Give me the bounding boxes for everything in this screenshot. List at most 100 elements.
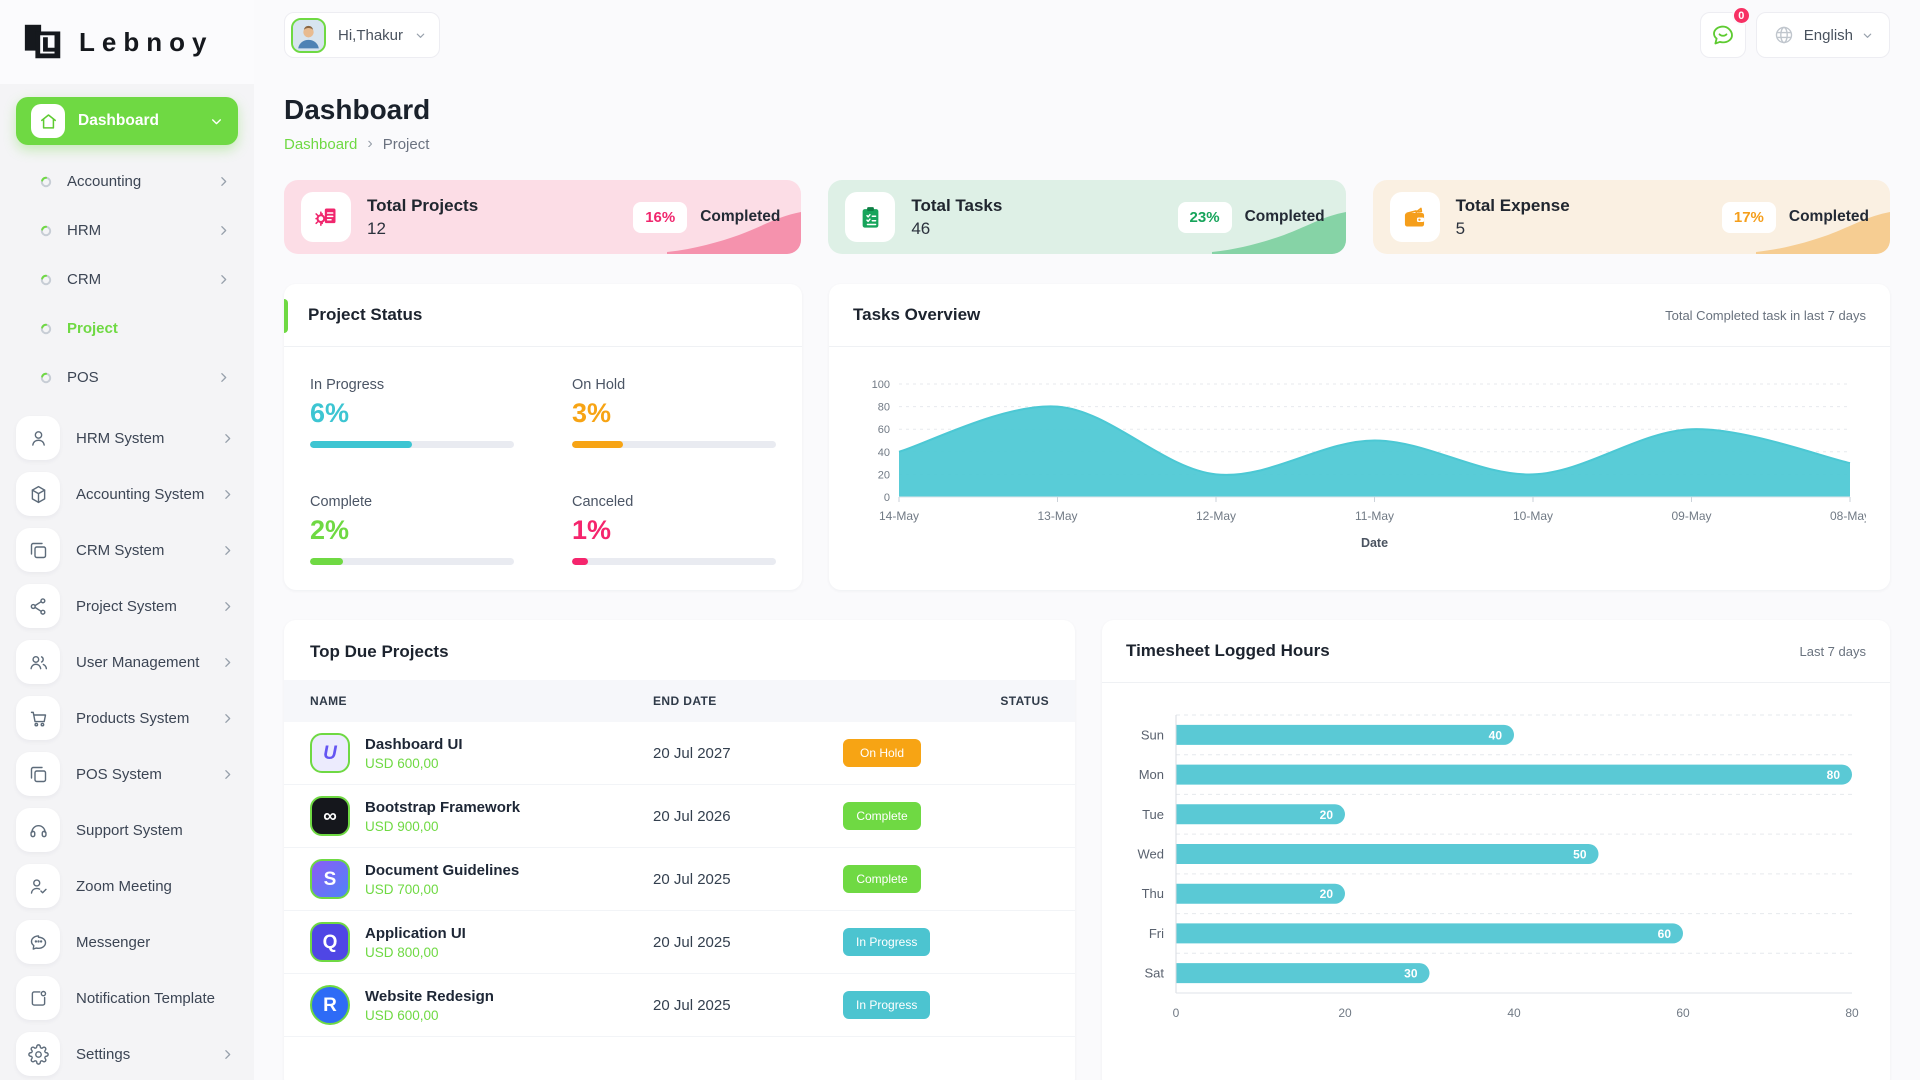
tasks-overview-header: Tasks Overview Total Completed task in l…: [829, 284, 1890, 347]
sidebar-subitem-label: HRM: [67, 222, 102, 239]
project-avatar: ∞: [310, 796, 350, 836]
chevron-down-icon: [415, 30, 426, 41]
stat-card-value: 12: [367, 218, 386, 238]
project-avatar: R: [310, 985, 350, 1025]
sidebar-item-settings[interactable]: Settings: [0, 1026, 254, 1080]
svg-text:10-May: 10-May: [1513, 509, 1553, 523]
status-metric-value: 3%: [572, 398, 612, 428]
main-content: Hi,Thakur 0 English: [254, 0, 1920, 1080]
sidebar-subitem-project[interactable]: Project: [0, 304, 254, 353]
sidebar-item-label: Messenger: [76, 933, 151, 951]
column-header-status: STATUS: [1000, 694, 1049, 708]
svg-text:09-May: 09-May: [1671, 509, 1711, 523]
projects-icon: [301, 192, 351, 242]
table-row-bootstrap-framework[interactable]: ∞ Bootstrap Framework USD 900,00 20 Jul 202…: [284, 785, 1075, 848]
sidebar-item-label: Notification Template: [76, 989, 215, 1007]
status-metric-value: 6%: [310, 398, 350, 428]
project-name: Dashboard UI: [365, 735, 463, 753]
table-row-dashboard-ui[interactable]: U Dashboard UI USD 600,00 20 Jul 2027 On Hol…: [284, 722, 1075, 785]
sidebar-item-notification-template[interactable]: Notification Template: [0, 970, 254, 1026]
chevron-right-icon: [217, 273, 230, 286]
sidebar-subitem-label: Project: [67, 320, 118, 337]
breadcrumb-dashboard[interactable]: Dashboard: [284, 135, 358, 153]
stat-card-value: 5: [1455, 218, 1466, 238]
stat-card-completion: 17% Completed: [1721, 201, 1873, 233]
status-metric-label: Canceled: [572, 494, 634, 510]
svg-text:13-May: 13-May: [1037, 509, 1077, 523]
stat-card-total-tasks: Total Tasks 46 23% Completed: [828, 180, 1346, 254]
project-avatar-glyph: Q: [322, 931, 338, 953]
sidebar-item-label: Products System: [76, 709, 190, 727]
svg-text:Mon: Mon: [1139, 767, 1164, 782]
table-row-application-ui[interactable]: Q Application UI USD 800,00 20 Jul 2025 In P…: [284, 911, 1075, 974]
project-status-cell: Complete: [843, 865, 1049, 893]
stat-card-percent: 17%: [1721, 201, 1776, 233]
brand-logo[interactable]: Lebnoy: [0, 0, 254, 84]
project-name: Website Redesign: [365, 987, 494, 1005]
status-metric-label: On Hold: [572, 377, 626, 393]
svg-text:60: 60: [1658, 927, 1672, 941]
chevron-right-icon: [221, 656, 234, 669]
stat-card-text: Total Tasks 46: [911, 196, 1002, 239]
project-status-metrics: In Progress 6% On Hold 3% Complete 2% Canceled…: [284, 347, 802, 595]
svg-text:14-May: 14-May: [879, 509, 919, 523]
table-row-document-guidelines[interactable]: S Document Guidelines USD 700,00 20 Jul 202…: [284, 848, 1075, 911]
sidebar-subitem-crm[interactable]: CRM: [0, 255, 254, 304]
headset-icon: [16, 808, 60, 852]
users-icon: [16, 640, 60, 684]
sidebar-item-label: Project System: [76, 597, 177, 615]
sidebar-subitem-hrm[interactable]: HRM: [0, 206, 254, 255]
column-header-name: NAME: [310, 694, 347, 708]
sidebar-item-label: Settings: [76, 1045, 131, 1063]
svg-text:100: 100: [872, 379, 890, 391]
sidebar-item-products-system[interactable]: Products System: [0, 690, 254, 746]
sidebar-item-project-system[interactable]: Project System: [0, 578, 254, 634]
stat-card-completed-label: Completed: [1244, 208, 1325, 225]
project-amount: USD 600,00: [365, 1007, 439, 1023]
user-menu[interactable]: Hi,Thakur: [284, 12, 441, 58]
topbar-actions: 0 English: [1699, 6, 1890, 58]
project-end-date: 20 Jul 2025: [653, 933, 731, 951]
stat-cards-row: Total Projects 12 16% Completed Total Tasks 4…: [284, 180, 1890, 254]
table-row-website-redesign[interactable]: R Website Redesign USD 600,00 20 Jul 2025 In…: [284, 974, 1075, 1037]
table-body: U Dashboard UI USD 600,00 20 Jul 2027 On Hol…: [284, 722, 1075, 1037]
sidebar-subitem-accounting[interactable]: Accounting: [0, 157, 254, 206]
chevron-right-icon: [217, 224, 230, 237]
share-icon: [16, 584, 60, 628]
language-label: English: [1803, 26, 1853, 44]
sidebar-subitem-pos[interactable]: POS: [0, 353, 254, 402]
bullet-icon: [40, 372, 52, 384]
svg-text:60: 60: [878, 424, 890, 436]
svg-text:40: 40: [1489, 728, 1503, 742]
svg-text:Sat: Sat: [1144, 966, 1164, 981]
sidebar-item-accounting-system[interactable]: Accounting System: [0, 466, 254, 522]
stat-card-percent: 16%: [633, 201, 688, 233]
sidebar-item-zoom-meeting[interactable]: Zoom Meeting: [0, 858, 254, 914]
bullet-icon: [40, 274, 52, 286]
project-status-panel: Project Status In Progress 6% On Hold 3% Com…: [284, 284, 802, 590]
chevron-right-icon: [221, 600, 234, 613]
project-end-date: 20 Jul 2026: [653, 807, 731, 825]
sidebar-item-dashboard[interactable]: Dashboard: [16, 97, 238, 145]
project-amount: USD 900,00: [365, 818, 439, 834]
svg-text:Tue: Tue: [1142, 807, 1164, 822]
project-cell: ∞ Bootstrap Framework USD 900,00: [310, 796, 653, 836]
language-selector[interactable]: English: [1755, 12, 1890, 58]
sidebar-item-hrm-system[interactable]: HRM System: [0, 410, 254, 466]
project-name: Document Guidelines: [365, 861, 520, 879]
sidebar-item-pos-system[interactable]: POS System: [0, 746, 254, 802]
chevron-down-icon: [210, 115, 223, 128]
sidebar-item-messenger[interactable]: Messenger: [0, 914, 254, 970]
project-info: Document Guidelines USD 700,00: [365, 862, 519, 897]
sidebar-item-crm-system[interactable]: CRM System: [0, 522, 254, 578]
notifications-button[interactable]: 0: [1699, 6, 1751, 58]
brand-name: Lebnoy: [79, 26, 214, 57]
status-metric-on-hold: On Hold 3%: [572, 377, 776, 448]
project-avatar-glyph: U: [323, 742, 337, 764]
page-title: Dashboard: [284, 94, 431, 125]
project-avatar: U: [310, 733, 350, 773]
tasks-icon: [845, 192, 896, 242]
sidebar-item-user-management[interactable]: User Management: [0, 634, 254, 690]
status-metric-canceled: Canceled 1%: [572, 494, 776, 565]
sidebar-item-support-system[interactable]: Support System: [0, 802, 254, 858]
